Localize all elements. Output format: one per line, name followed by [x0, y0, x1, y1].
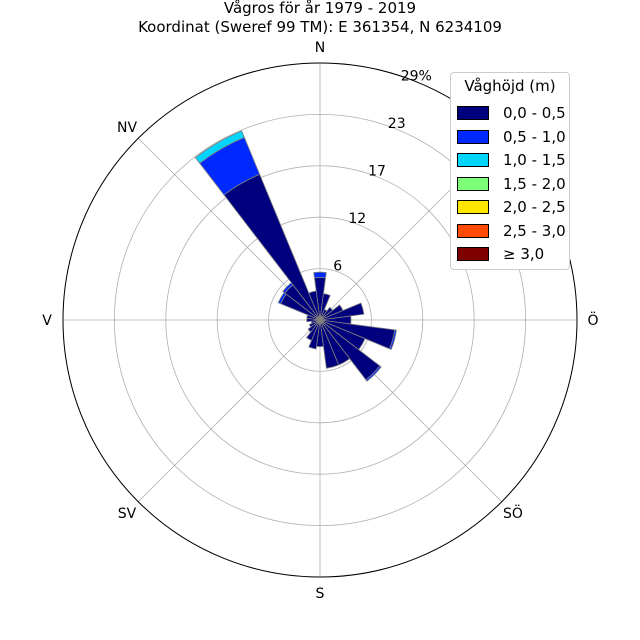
bar-dir-225-bin-0 [307, 319, 321, 333]
chart-title: Vågros för år 1979 - 2019 [223, 0, 417, 17]
legend-swatch-6 [457, 247, 489, 261]
radial-tick-labels: 6 12 17 23 29% [333, 69, 432, 275]
direction-label-N: N [315, 40, 325, 56]
bar-dir-135-bin-1 [365, 365, 382, 382]
legend-label-0: 0,0 - 0,5 [503, 104, 566, 122]
legend-item-2: 1,0 - 1,5 [457, 150, 566, 170]
radial-tick-label-0: 6 [333, 259, 342, 275]
direction-label-SV: SV [118, 506, 137, 522]
legend-label-4: 2,0 - 2,5 [503, 198, 566, 216]
legend-label-1: 0,5 - 1,0 [503, 127, 566, 146]
chart-subtitle: Koordinat (Sweref 99 TM): E 361354, N 62… [138, 18, 502, 36]
legend-swatch-3 [457, 176, 489, 191]
direction-label-S: S [316, 586, 325, 602]
bar-dir-165-bin-0 [319, 319, 340, 369]
grid-spoke-3 [137, 319, 321, 503]
legend-title: Våghöjd (m) [464, 77, 556, 95]
legend-item-6: ≥ 3,0 [457, 244, 544, 264]
bar-dir-75-bin-0 [319, 302, 365, 321]
bar-dir-210-bin-0 [305, 319, 321, 341]
legend-swatch-5 [457, 223, 489, 238]
bar-dir-345-bin-0 [308, 290, 321, 321]
bar-dir-240-bin-0 [308, 319, 321, 328]
legend-swatch-2 [457, 153, 489, 167]
legend-item-1: 0,5 - 1,0 [457, 127, 566, 147]
legend-item-4: 2,0 - 2,5 [457, 197, 566, 217]
legend-item-5: 2,5 - 3,0 [457, 221, 566, 241]
legend-item-0: 0,0 - 0,5 [457, 103, 566, 123]
radial-tick-label-1: 12 [348, 211, 366, 227]
legend: Våghöjd (m) 0,0 - 0,5 0,5 - 1,0 1,0 - 1,5 1… [450, 72, 570, 270]
direction-label-NV: NV [117, 120, 137, 136]
legend-item-3: 1,5 - 2,0 [457, 174, 566, 194]
legend-swatch-0 [457, 106, 489, 120]
legend-swatch-1 [457, 129, 489, 144]
legend-label-5: 2,5 - 3,0 [503, 221, 566, 240]
bar-dir-0-bin-1 [313, 271, 327, 279]
direction-label-Ö: Ö [587, 311, 598, 329]
radial-tick-label-2: 17 [368, 164, 386, 180]
bar-dir-330-bin-0 [223, 173, 321, 321]
legend-label-3: 1,5 - 2,0 [503, 174, 566, 193]
rose-bars [194, 130, 397, 382]
legend-swatch-4 [457, 200, 489, 214]
direction-label-V: V [42, 313, 52, 329]
direction-label-SÖ: SÖ [503, 504, 523, 522]
radial-tick-label-3: 23 [388, 116, 406, 132]
bar-dir-105-bin-1 [389, 329, 397, 351]
bar-dir-330-bin-2 [194, 130, 245, 164]
legend-label-6: ≥ 3,0 [503, 245, 545, 263]
outer-circle [62, 62, 578, 578]
radial-tick-label-4: 29% [401, 69, 432, 85]
legend-label-2: 1,0 - 1,5 [503, 151, 566, 169]
